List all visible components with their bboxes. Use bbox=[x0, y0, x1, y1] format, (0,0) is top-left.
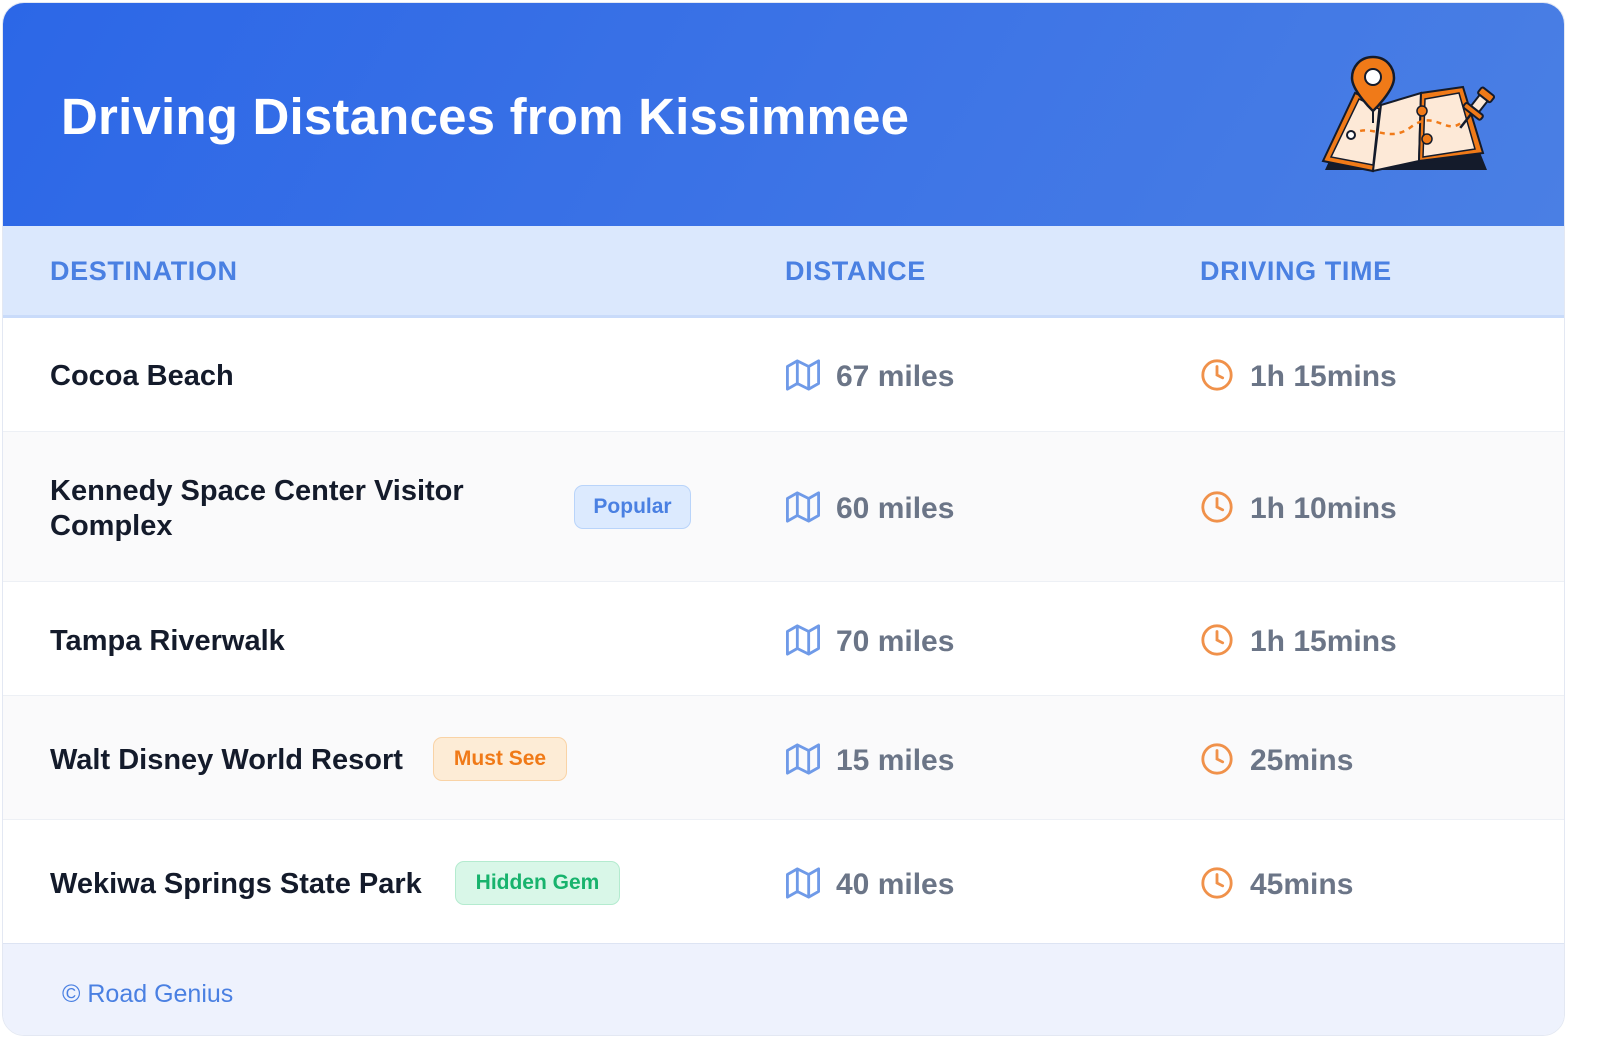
column-header-distance: DISTANCE bbox=[785, 256, 926, 286]
distance-value: 70 miles bbox=[836, 625, 955, 658]
driving-time-value: 1h 10mins bbox=[1250, 492, 1397, 525]
map-icon bbox=[786, 743, 820, 775]
table-row: Wekiwa Springs State Park Hidden Gem 40 … bbox=[3, 820, 1564, 943]
clock-icon bbox=[1201, 491, 1233, 523]
hidden-gem-badge: Hidden Gem bbox=[455, 861, 620, 905]
page-title: Driving Distances from Kissimmee bbox=[61, 88, 910, 145]
clock-icon bbox=[1201, 624, 1233, 656]
table-row: Kennedy Space Center Visitor Complex Pop… bbox=[3, 432, 1564, 582]
driving-time-value: 1h 15mins bbox=[1250, 360, 1397, 393]
footer-credit: © Road Genius bbox=[62, 980, 234, 1008]
header-banner: Driving Distances from Kissimmee bbox=[3, 3, 1564, 226]
driving-time-value: 1h 15mins bbox=[1250, 625, 1397, 658]
distance-value: 67 miles bbox=[836, 360, 955, 393]
clock-icon bbox=[1201, 359, 1233, 391]
map-icon bbox=[786, 624, 820, 656]
destination-name: Kennedy Space Center Visitor Complex bbox=[50, 475, 464, 542]
destination-name: Cocoa Beach bbox=[50, 360, 234, 392]
popular-badge: Popular bbox=[574, 485, 691, 529]
must-see-badge: Must See bbox=[433, 737, 567, 781]
distance-card: Driving Distances from Kissimmee bbox=[2, 2, 1565, 1036]
driving-time-value: 45mins bbox=[1250, 868, 1354, 901]
table-row: Walt Disney World Resort Must See 15 mil… bbox=[3, 696, 1564, 820]
clock-icon bbox=[1201, 743, 1233, 775]
map-icon bbox=[786, 359, 820, 391]
distance-value: 60 miles bbox=[836, 492, 955, 525]
table-row: Cocoa Beach 67 miles 1h 15mins bbox=[3, 318, 1564, 432]
driving-time-value: 25mins bbox=[1250, 744, 1354, 777]
distance-value: 15 miles bbox=[836, 744, 955, 777]
table-row: Tampa Riverwalk 70 miles 1h 15mins bbox=[3, 582, 1564, 696]
column-header-destination: DESTINATION bbox=[50, 256, 238, 286]
destination-name: Tampa Riverwalk bbox=[50, 625, 285, 657]
table-header: DESTINATION DISTANCE DRIVING TIME bbox=[3, 226, 1564, 318]
clock-icon bbox=[1201, 867, 1233, 899]
footer: © Road Genius bbox=[3, 943, 1564, 1035]
destination-name: Wekiwa Springs State Park bbox=[50, 868, 422, 900]
distance-value: 40 miles bbox=[836, 868, 955, 901]
map-icon bbox=[786, 867, 820, 899]
map-icon bbox=[786, 491, 820, 523]
column-header-driving-time: DRIVING TIME bbox=[1200, 256, 1392, 286]
map-pin-illustration bbox=[1321, 55, 1496, 173]
destination-name: Walt Disney World Resort bbox=[50, 744, 403, 776]
